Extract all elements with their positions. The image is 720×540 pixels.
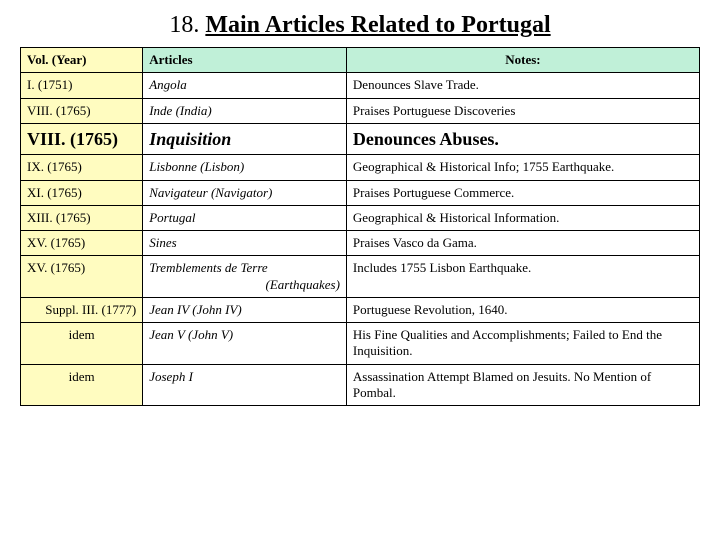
cell-article: Angola	[143, 73, 347, 98]
cell-note: Denounces Abuses.	[346, 123, 699, 155]
cell-note: Praises Vasco da Gama.	[346, 231, 699, 256]
cell-article: Sines	[143, 231, 347, 256]
header-vol: Vol. (Year)	[21, 48, 143, 73]
table-row: IX. (1765)Lisbonne (Lisbon)Geographical …	[21, 155, 700, 180]
table-row: VIII. (1765)InquisitionDenounces Abuses.	[21, 123, 700, 155]
cell-vol: Suppl. III. (1777)	[21, 297, 143, 322]
table-row: XV. (1765)Tremblements de Terre(Earthqua…	[21, 256, 700, 298]
cell-article: Portugal	[143, 205, 347, 230]
cell-note: Geographical & Historical Information.	[346, 205, 699, 230]
articles-table: Vol. (Year) Articles Notes: I. (1751)Ang…	[20, 47, 700, 406]
cell-vol: XV. (1765)	[21, 256, 143, 298]
cell-article: Jean IV (John IV)	[143, 297, 347, 322]
cell-note: Praises Portuguese Commerce.	[346, 180, 699, 205]
cell-vol: XV. (1765)	[21, 231, 143, 256]
title-text: Main Articles Related to Portugal	[205, 12, 550, 38]
title-number: 18.	[169, 12, 199, 38]
cell-article: Inde (India)	[143, 98, 347, 123]
table-row: idemJoseph IAssassination Attempt Blamed…	[21, 364, 700, 406]
table-row: VIII. (1765)Inde (India)Praises Portugue…	[21, 98, 700, 123]
cell-vol: IX. (1765)	[21, 155, 143, 180]
cell-note: Geographical & Historical Info; 1755 Ear…	[346, 155, 699, 180]
page-title: 18. Main Articles Related to Portugal	[20, 12, 700, 39]
table-row: XIII. (1765)PortugalGeographical & Histo…	[21, 205, 700, 230]
cell-vol: XIII. (1765)	[21, 205, 143, 230]
table-row: XI. (1765)Navigateur (Navigator)Praises …	[21, 180, 700, 205]
cell-note: Portuguese Revolution, 1640.	[346, 297, 699, 322]
cell-article: Lisbonne (Lisbon)	[143, 155, 347, 180]
header-notes: Notes:	[346, 48, 699, 73]
cell-note: Praises Portuguese Discoveries	[346, 98, 699, 123]
cell-article: Tremblements de Terre(Earthquakes)	[143, 256, 347, 298]
cell-article: Jean V (John V)	[143, 323, 347, 365]
cell-vol: VIII. (1765)	[21, 98, 143, 123]
header-articles: Articles	[143, 48, 347, 73]
table-row: idemJean V (John V)His Fine Qualities an…	[21, 323, 700, 365]
table-row: Suppl. III. (1777)Jean IV (John IV)Portu…	[21, 297, 700, 322]
table-row: I. (1751)AngolaDenounces Slave Trade.	[21, 73, 700, 98]
table-header-row: Vol. (Year) Articles Notes:	[21, 48, 700, 73]
table-row: XV. (1765)SinesPraises Vasco da Gama.	[21, 231, 700, 256]
cell-note: Includes 1755 Lisbon Earthquake.	[346, 256, 699, 298]
cell-vol: idem	[21, 323, 143, 365]
cell-article: Joseph I	[143, 364, 347, 406]
cell-article: Navigateur (Navigator)	[143, 180, 347, 205]
cell-vol: idem	[21, 364, 143, 406]
cell-vol: VIII. (1765)	[21, 123, 143, 155]
cell-article: Inquisition	[143, 123, 347, 155]
cell-note: His Fine Qualities and Accomplishments; …	[346, 323, 699, 365]
cell-vol: XI. (1765)	[21, 180, 143, 205]
cell-vol: I. (1751)	[21, 73, 143, 98]
cell-note: Denounces Slave Trade.	[346, 73, 699, 98]
cell-note: Assassination Attempt Blamed on Jesuits.…	[346, 364, 699, 406]
